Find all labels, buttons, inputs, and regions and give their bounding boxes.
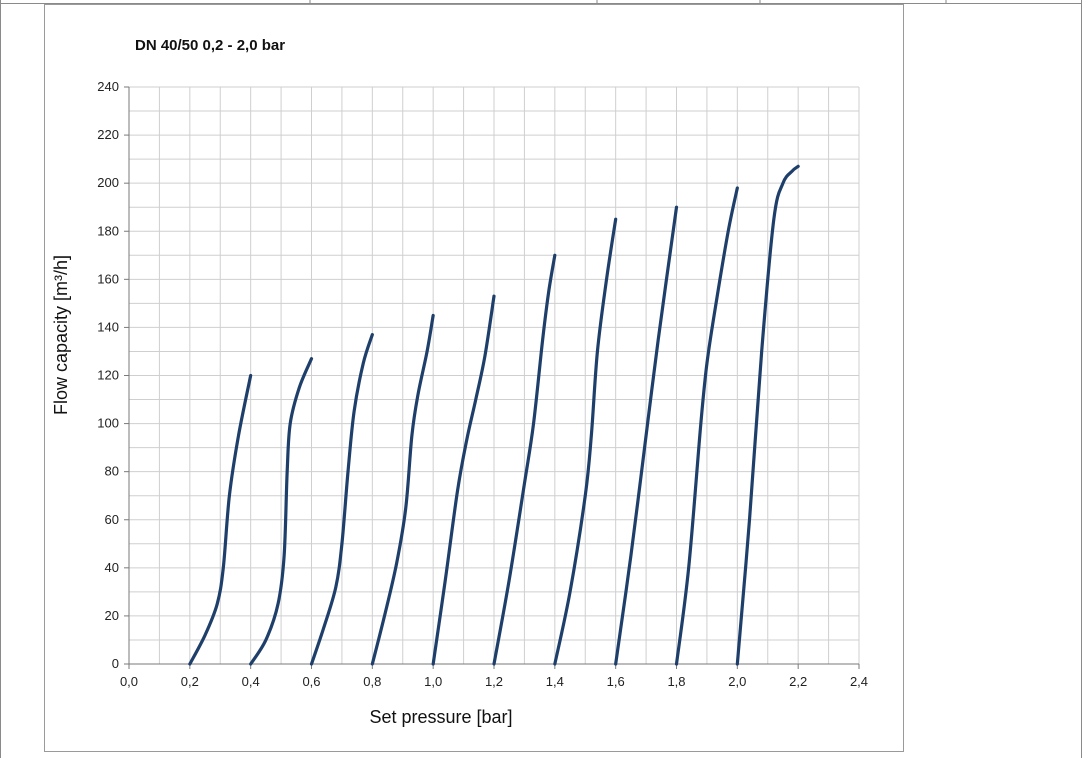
y-tick-label: 140 (97, 319, 119, 334)
y-tick-label: 100 (97, 416, 119, 431)
series-line (674, 186, 739, 666)
series-line (370, 313, 435, 666)
series-line (188, 373, 253, 666)
x-tick-label: 0,4 (242, 674, 260, 689)
x-tick-label: 0,8 (363, 674, 381, 689)
y-tick-label: 40 (105, 560, 119, 575)
series-line (249, 357, 314, 666)
x-tick-label: 0,2 (181, 674, 199, 689)
y-tick-label: 160 (97, 271, 119, 286)
y-tick-label: 80 (105, 464, 119, 479)
x-tick-label: 2,0 (728, 674, 746, 689)
grid (128, 86, 860, 665)
series-layer (188, 164, 800, 666)
series-line (431, 294, 496, 666)
y-tick-label: 60 (105, 512, 119, 527)
y-tick-label: 180 (97, 223, 119, 238)
x-tick-label: 1,0 (424, 674, 442, 689)
y-tick-label: 120 (97, 368, 119, 383)
x-tick-label: 1,4 (546, 674, 564, 689)
series-line (614, 205, 679, 666)
series-line (492, 253, 557, 666)
chart-container: 0,0 0,2 0,4 0,6 0,8 1,0 1,2 1,4 1,6 1,8 2,0 2,2 2,4 0… (44, 4, 904, 752)
series-line (309, 333, 374, 666)
series-line (553, 217, 618, 666)
x-tick-label: 1,2 (485, 674, 503, 689)
chart-svg: 0,0 0,2 0,4 0,6 0,8 1,0 1,2 1,4 1,6 1,8 2,0 2,2 2,4 0… (51, 37, 868, 727)
x-tick-label: 0,6 (302, 674, 320, 689)
y-tick-label: 240 (97, 79, 119, 94)
series-line (735, 164, 800, 666)
x-tick-label: 0,0 (120, 674, 138, 689)
y-tick-label: 220 (97, 127, 119, 142)
x-tick-label: 1,8 (667, 674, 685, 689)
axes: 0,0 0,2 0,4 0,6 0,8 1,0 1,2 1,4 1,6 1,8 2,0 2,2 2,4 0… (97, 79, 868, 689)
x-tick-label: 2,2 (789, 674, 807, 689)
y-axis-label: Flow capacity [m³/h] (51, 255, 71, 415)
x-axis-label: Set pressure [bar] (369, 707, 512, 727)
chart-title: DN 40/50 0,2 - 2,0 bar (135, 37, 285, 54)
x-tick-label: 1,6 (607, 674, 625, 689)
y-tick-label: 200 (97, 175, 119, 190)
x-tick-label: 2,4 (850, 674, 868, 689)
y-tick-label: 0 (112, 656, 119, 671)
y-tick-label: 20 (105, 608, 119, 623)
